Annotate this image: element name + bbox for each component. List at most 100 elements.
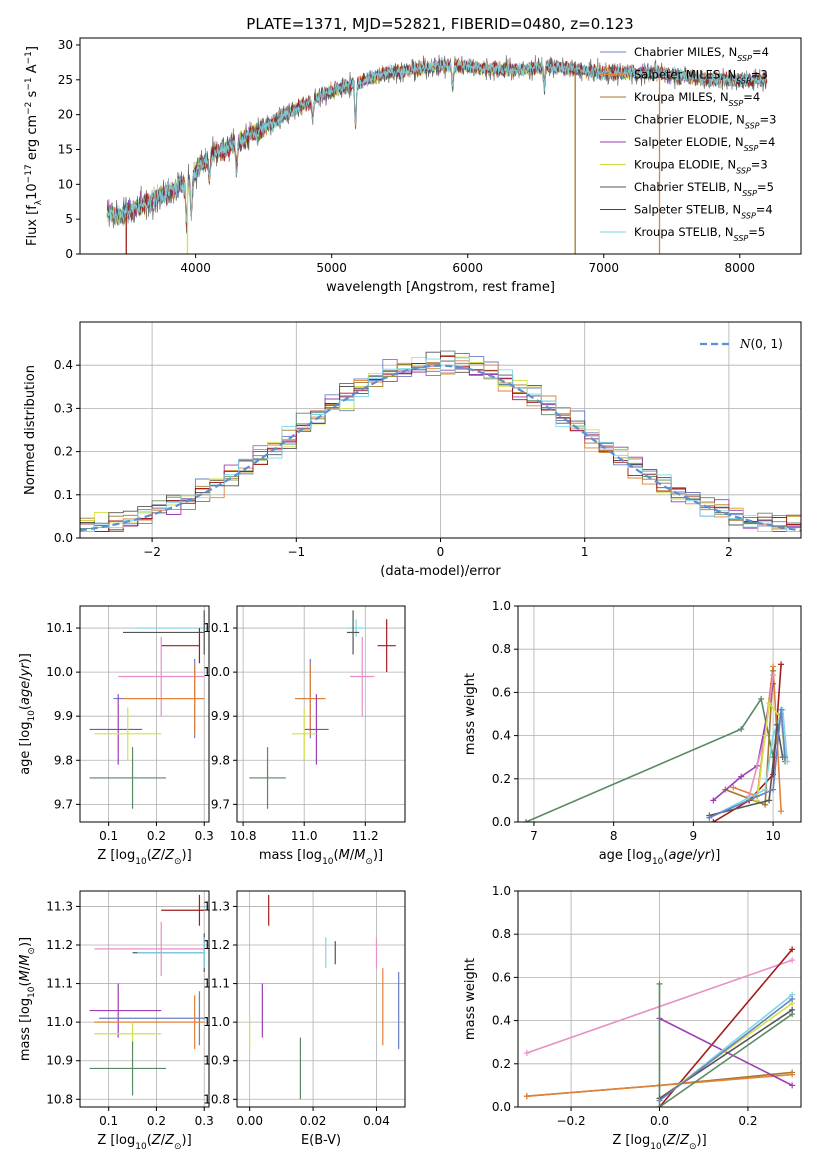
y-axis-label: mass weight xyxy=(463,673,478,755)
x-tick-label: 0.00 xyxy=(236,1114,263,1128)
spectrum-frame: 4000 5000 6000 7000 8000 0 5 10 15 20 25 30 waveleng… xyxy=(24,37,802,295)
y-tick-label: 10.9 xyxy=(46,1054,73,1068)
x-tick-label: 0 xyxy=(437,545,445,559)
x-axis-label: Z [log10(Z/Z⊙)] xyxy=(97,1133,191,1152)
y-tick-label: 5 xyxy=(65,212,73,226)
y-tick-label: 0 xyxy=(65,247,73,261)
massweight-vs-age-plot xyxy=(522,661,791,822)
mass-weight-line xyxy=(658,948,793,1107)
y-tick-label: 20 xyxy=(58,108,73,122)
x-tick-label: 9 xyxy=(690,829,698,843)
x-tick-label: −1 xyxy=(287,545,305,559)
x-axis-label: age [log10(age/yr)] xyxy=(599,848,721,867)
mass-weight-line xyxy=(709,724,784,817)
y-tick-label: 10.0 xyxy=(46,665,73,679)
axes-frame xyxy=(236,890,406,1108)
x-axis-label: E(B-V) xyxy=(301,1133,341,1148)
y-axis-label: mass [log10(M/M⊙)] xyxy=(18,937,37,1061)
mass-vs-Z-plot xyxy=(89,894,205,1096)
y-tick-label: 10.1 xyxy=(46,621,73,635)
mass-vs-Z-frame: 0.1 0.2 0.3 10.8 10.9 11.0 11.1 11.2 11.3 Z [log1… xyxy=(18,890,214,1152)
legend-entry: Kroupa STELIB, NSSP=5 xyxy=(634,225,765,243)
x-axis-label: Z [log10(Z/Z⊙)] xyxy=(612,1133,706,1152)
x-tick-label: 0.1 xyxy=(99,1114,118,1128)
y-tick-label: 11.1 xyxy=(46,977,73,991)
age-vs-Z-frame: 0.1 0.2 0.3 9.7 9.8 9.9 10.0 10.1 Z [log10(Z/Z⊙)… xyxy=(18,605,214,867)
x-tick-label: 0.1 xyxy=(99,829,118,843)
x-tick-label: 7000 xyxy=(588,261,619,275)
age-vs-mass-axes xyxy=(237,606,405,822)
y-tick-label: 1.0 xyxy=(492,599,511,613)
spectrum-plot xyxy=(106,54,768,254)
residuals-plot xyxy=(80,350,801,532)
x-tick-label: 8000 xyxy=(725,261,756,275)
axes-frame xyxy=(79,605,210,823)
y-tick-label: 0.3 xyxy=(54,401,73,415)
normal-reference-curve xyxy=(80,364,801,532)
y-tick-label: 0.8 xyxy=(492,927,511,941)
legend-entry: Kroupa MILES, NSSP=4 xyxy=(634,90,760,108)
y-tick-label: 0.1 xyxy=(54,488,73,502)
y-tick-label: 11.3 xyxy=(203,899,230,913)
x-tick-label: 10 xyxy=(765,829,780,843)
x-tick-label: 7 xyxy=(530,829,538,843)
mass-weight-line xyxy=(658,983,793,1107)
y-tick-label: 15 xyxy=(58,142,73,156)
x-tick-label: 2 xyxy=(725,545,733,559)
legend-entry: N(0, 1) xyxy=(739,337,783,351)
y-tick-label: 0.0 xyxy=(54,531,73,545)
age-vs-Z-axes xyxy=(80,606,209,822)
axes-frame xyxy=(236,605,406,823)
y-tick-label: 10.8 xyxy=(46,1092,73,1106)
massweight-vs-Z-plot xyxy=(523,946,796,1107)
legend-entry: Salpeter MILES, NSSP=3 xyxy=(634,68,768,86)
y-tick-label: 11.0 xyxy=(46,1015,73,1029)
y-axis-label: age [log10(age/yr)] xyxy=(18,653,37,775)
mass-weight-line xyxy=(659,1017,793,1087)
y-tick-label: 0.6 xyxy=(492,970,511,984)
x-tick-label: 0.0 xyxy=(650,1114,669,1128)
legend-entry: Kroupa ELODIE, NSSP=3 xyxy=(634,158,768,176)
legend-entry: Salpeter STELIB, NSSP=4 xyxy=(634,203,773,221)
x-tick-label: 0.2 xyxy=(147,829,166,843)
legend-entry: Chabrier ELODIE, NSSP=3 xyxy=(634,113,776,131)
x-tick-label: 5000 xyxy=(316,261,347,275)
x-tick-label: 11.0 xyxy=(291,829,318,843)
age-vs-Z-plot xyxy=(89,610,205,809)
y-tick-label: 9.9 xyxy=(54,709,73,723)
mass-weight-line xyxy=(659,998,793,1102)
x-axis-label: Z [log10(Z/Z⊙)] xyxy=(97,848,191,867)
x-tick-label: 0.3 xyxy=(195,1114,214,1128)
age-vs-mass-frame: 10.8 11.0 11.2 9.7 9.8 9.9 10.0 10.1 mass [log10… xyxy=(203,605,406,867)
y-tick-label: 9.7 xyxy=(211,797,230,811)
y-tick-label: 10.1 xyxy=(203,621,230,635)
x-tick-label: −2 xyxy=(143,545,161,559)
y-axis-label: Normed distribution xyxy=(23,365,38,495)
mass-weight-line xyxy=(708,709,786,819)
age-vs-mass-plot xyxy=(249,610,396,809)
axes-frame xyxy=(517,605,802,823)
mass-vs-ebv-plot xyxy=(249,894,400,1100)
y-tick-label: 0.4 xyxy=(492,729,511,743)
y-tick-label: 0.4 xyxy=(54,358,73,372)
x-tick-label: 10.8 xyxy=(230,829,257,843)
y-tick-label: 30 xyxy=(58,38,73,52)
mass-weight-line xyxy=(659,1002,793,1100)
y-tick-label: 0.2 xyxy=(492,1057,511,1071)
x-tick-label: 0.2 xyxy=(738,1114,757,1128)
y-tick-label: 11.3 xyxy=(46,899,73,913)
x-tick-label: 0.02 xyxy=(300,1114,327,1128)
mass-vs-Z-axes xyxy=(80,891,209,1107)
y-tick-label: 0.0 xyxy=(492,815,511,829)
massweight-vs-Z-frame: −0.2 0.0 0.2 0.0 0.2 0.4 0.6 0.8 1.0 Z [log10(Z/Z… xyxy=(463,884,802,1152)
y-axis-label: Flux [fλ10−17 erg cm−2 s−1 A−1] xyxy=(24,46,44,246)
mass-vs-ebv-axes xyxy=(237,891,405,1107)
y-tick-label: 0.6 xyxy=(492,685,511,699)
axes-frame xyxy=(79,37,802,255)
x-tick-label: 0.04 xyxy=(363,1114,390,1128)
residuals-frame: −2 −1 0 1 2 0.0 0.1 0.2 0.3 0.4 (data-model)/error… xyxy=(23,321,802,579)
mass-vs-ebv-frame: 0.00 0.02 0.04 10.8 10.9 11.0 11.1 11.2 11.3 E(B-… xyxy=(203,890,406,1148)
legend-entry: Salpeter ELODIE, NSSP=4 xyxy=(634,135,775,153)
y-tick-label: 0.2 xyxy=(54,445,73,459)
